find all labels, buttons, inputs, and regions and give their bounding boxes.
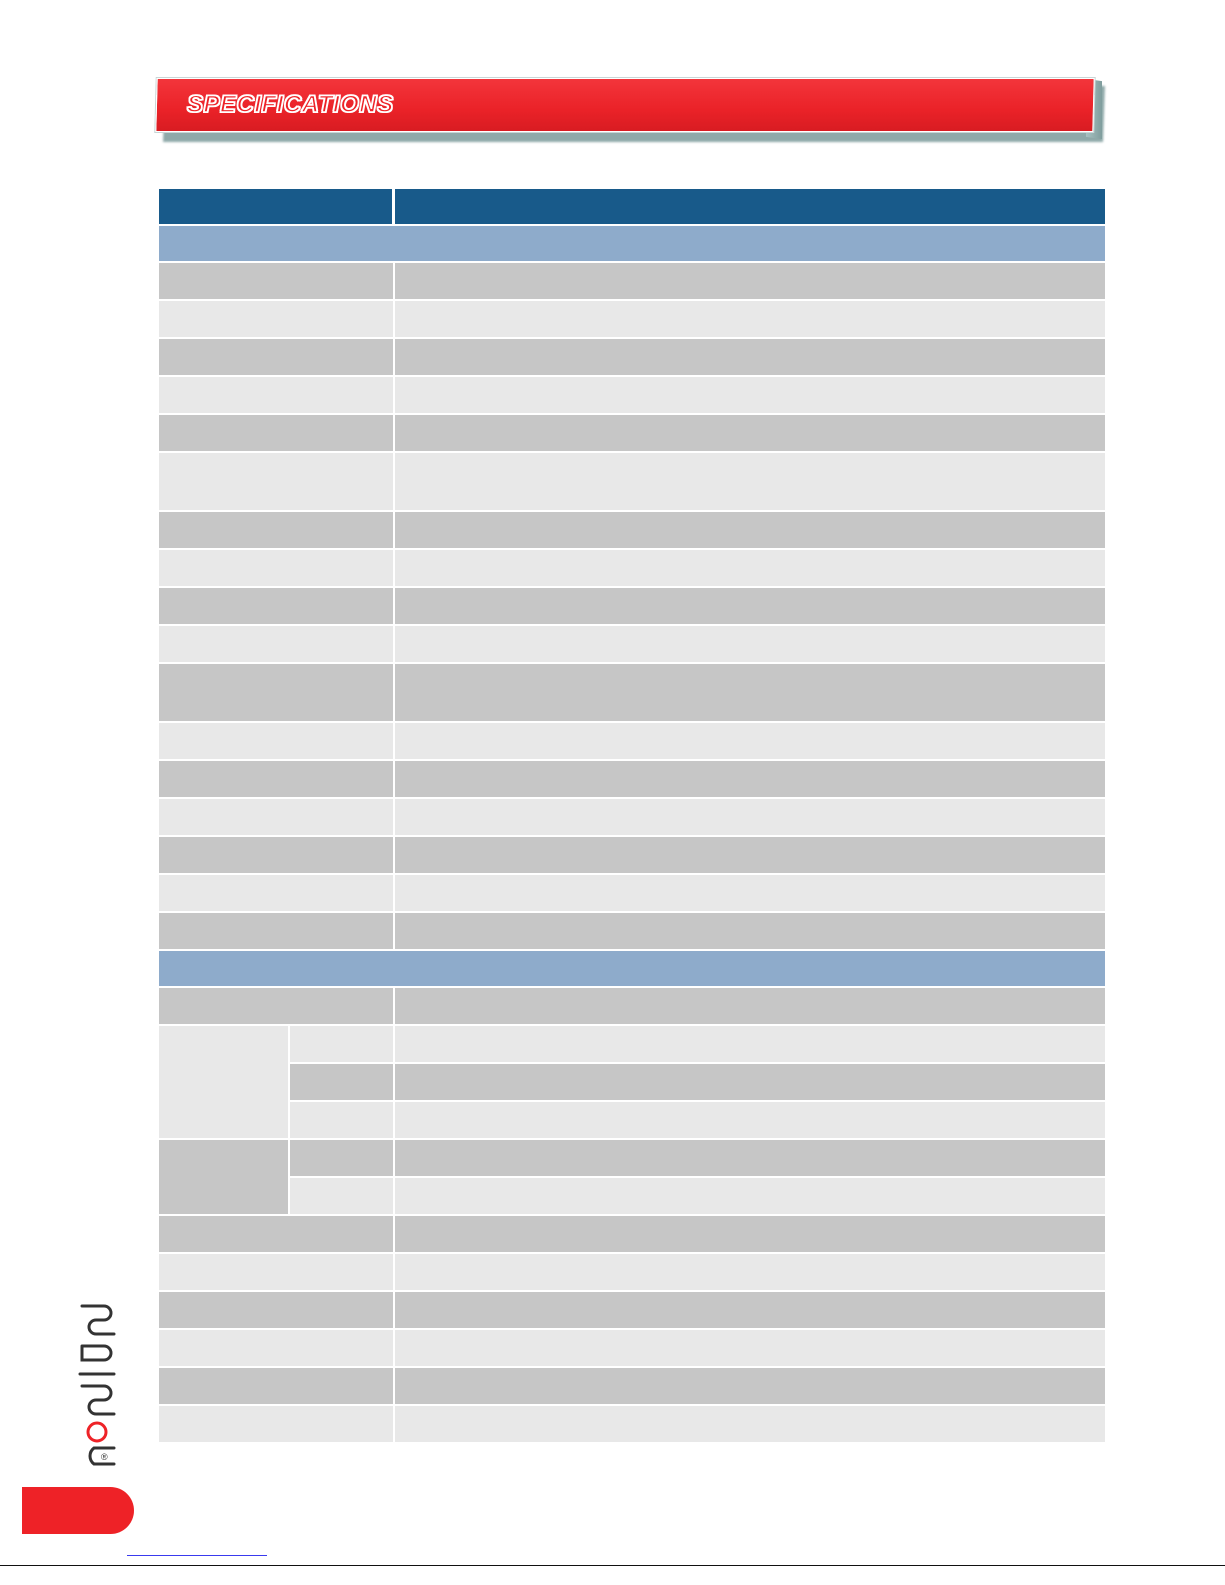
table-sub-row (290, 1140, 1105, 1178)
bottom-rule (0, 1565, 1225, 1566)
table-row (159, 339, 1105, 377)
table-header (159, 189, 1105, 226)
section-banner: SPECIFICATIONS (155, 78, 1108, 154)
specifications-table (159, 189, 1105, 1444)
table-row (159, 1406, 1105, 1444)
table-row (159, 664, 1105, 723)
table-row (159, 415, 1105, 453)
page-number-tab (22, 1487, 134, 1534)
table-row (159, 988, 1105, 1026)
table-row (159, 837, 1105, 875)
header-cell-left (159, 189, 395, 224)
table-sub-row (290, 1178, 1105, 1216)
group-label-cell (159, 1026, 290, 1140)
footer-link-underline (127, 1555, 267, 1556)
group-label-cell (159, 1140, 290, 1216)
table-row (159, 1368, 1105, 1406)
table-row-group (159, 1026, 1105, 1140)
registered-mark: ® (101, 1452, 108, 1462)
table-sub-row (290, 1102, 1105, 1140)
table-row (159, 453, 1105, 512)
brand-logo-icon (78, 1304, 116, 1466)
table-sub-row (290, 1026, 1105, 1064)
table-row (159, 512, 1105, 550)
table-row-group (159, 1140, 1105, 1216)
page-title: SPECIFICATIONS (186, 90, 394, 119)
table-row (159, 550, 1105, 588)
section-row (159, 951, 1105, 988)
section-row (159, 226, 1105, 263)
table-row (159, 1330, 1105, 1368)
banner-bar: SPECIFICATIONS (155, 78, 1095, 132)
table-row (159, 1254, 1105, 1292)
table-row (159, 913, 1105, 951)
table-row (159, 723, 1105, 761)
table-row (159, 263, 1105, 301)
table-row (159, 626, 1105, 664)
table-row (159, 1292, 1105, 1330)
table-sub-row (290, 1064, 1105, 1102)
table-row (159, 377, 1105, 415)
header-cell-right (395, 189, 1105, 224)
table-row (159, 761, 1105, 799)
table-row (159, 588, 1105, 626)
table-row (159, 875, 1105, 913)
table-row (159, 799, 1105, 837)
table-row (159, 301, 1105, 339)
table-row (159, 1216, 1105, 1254)
